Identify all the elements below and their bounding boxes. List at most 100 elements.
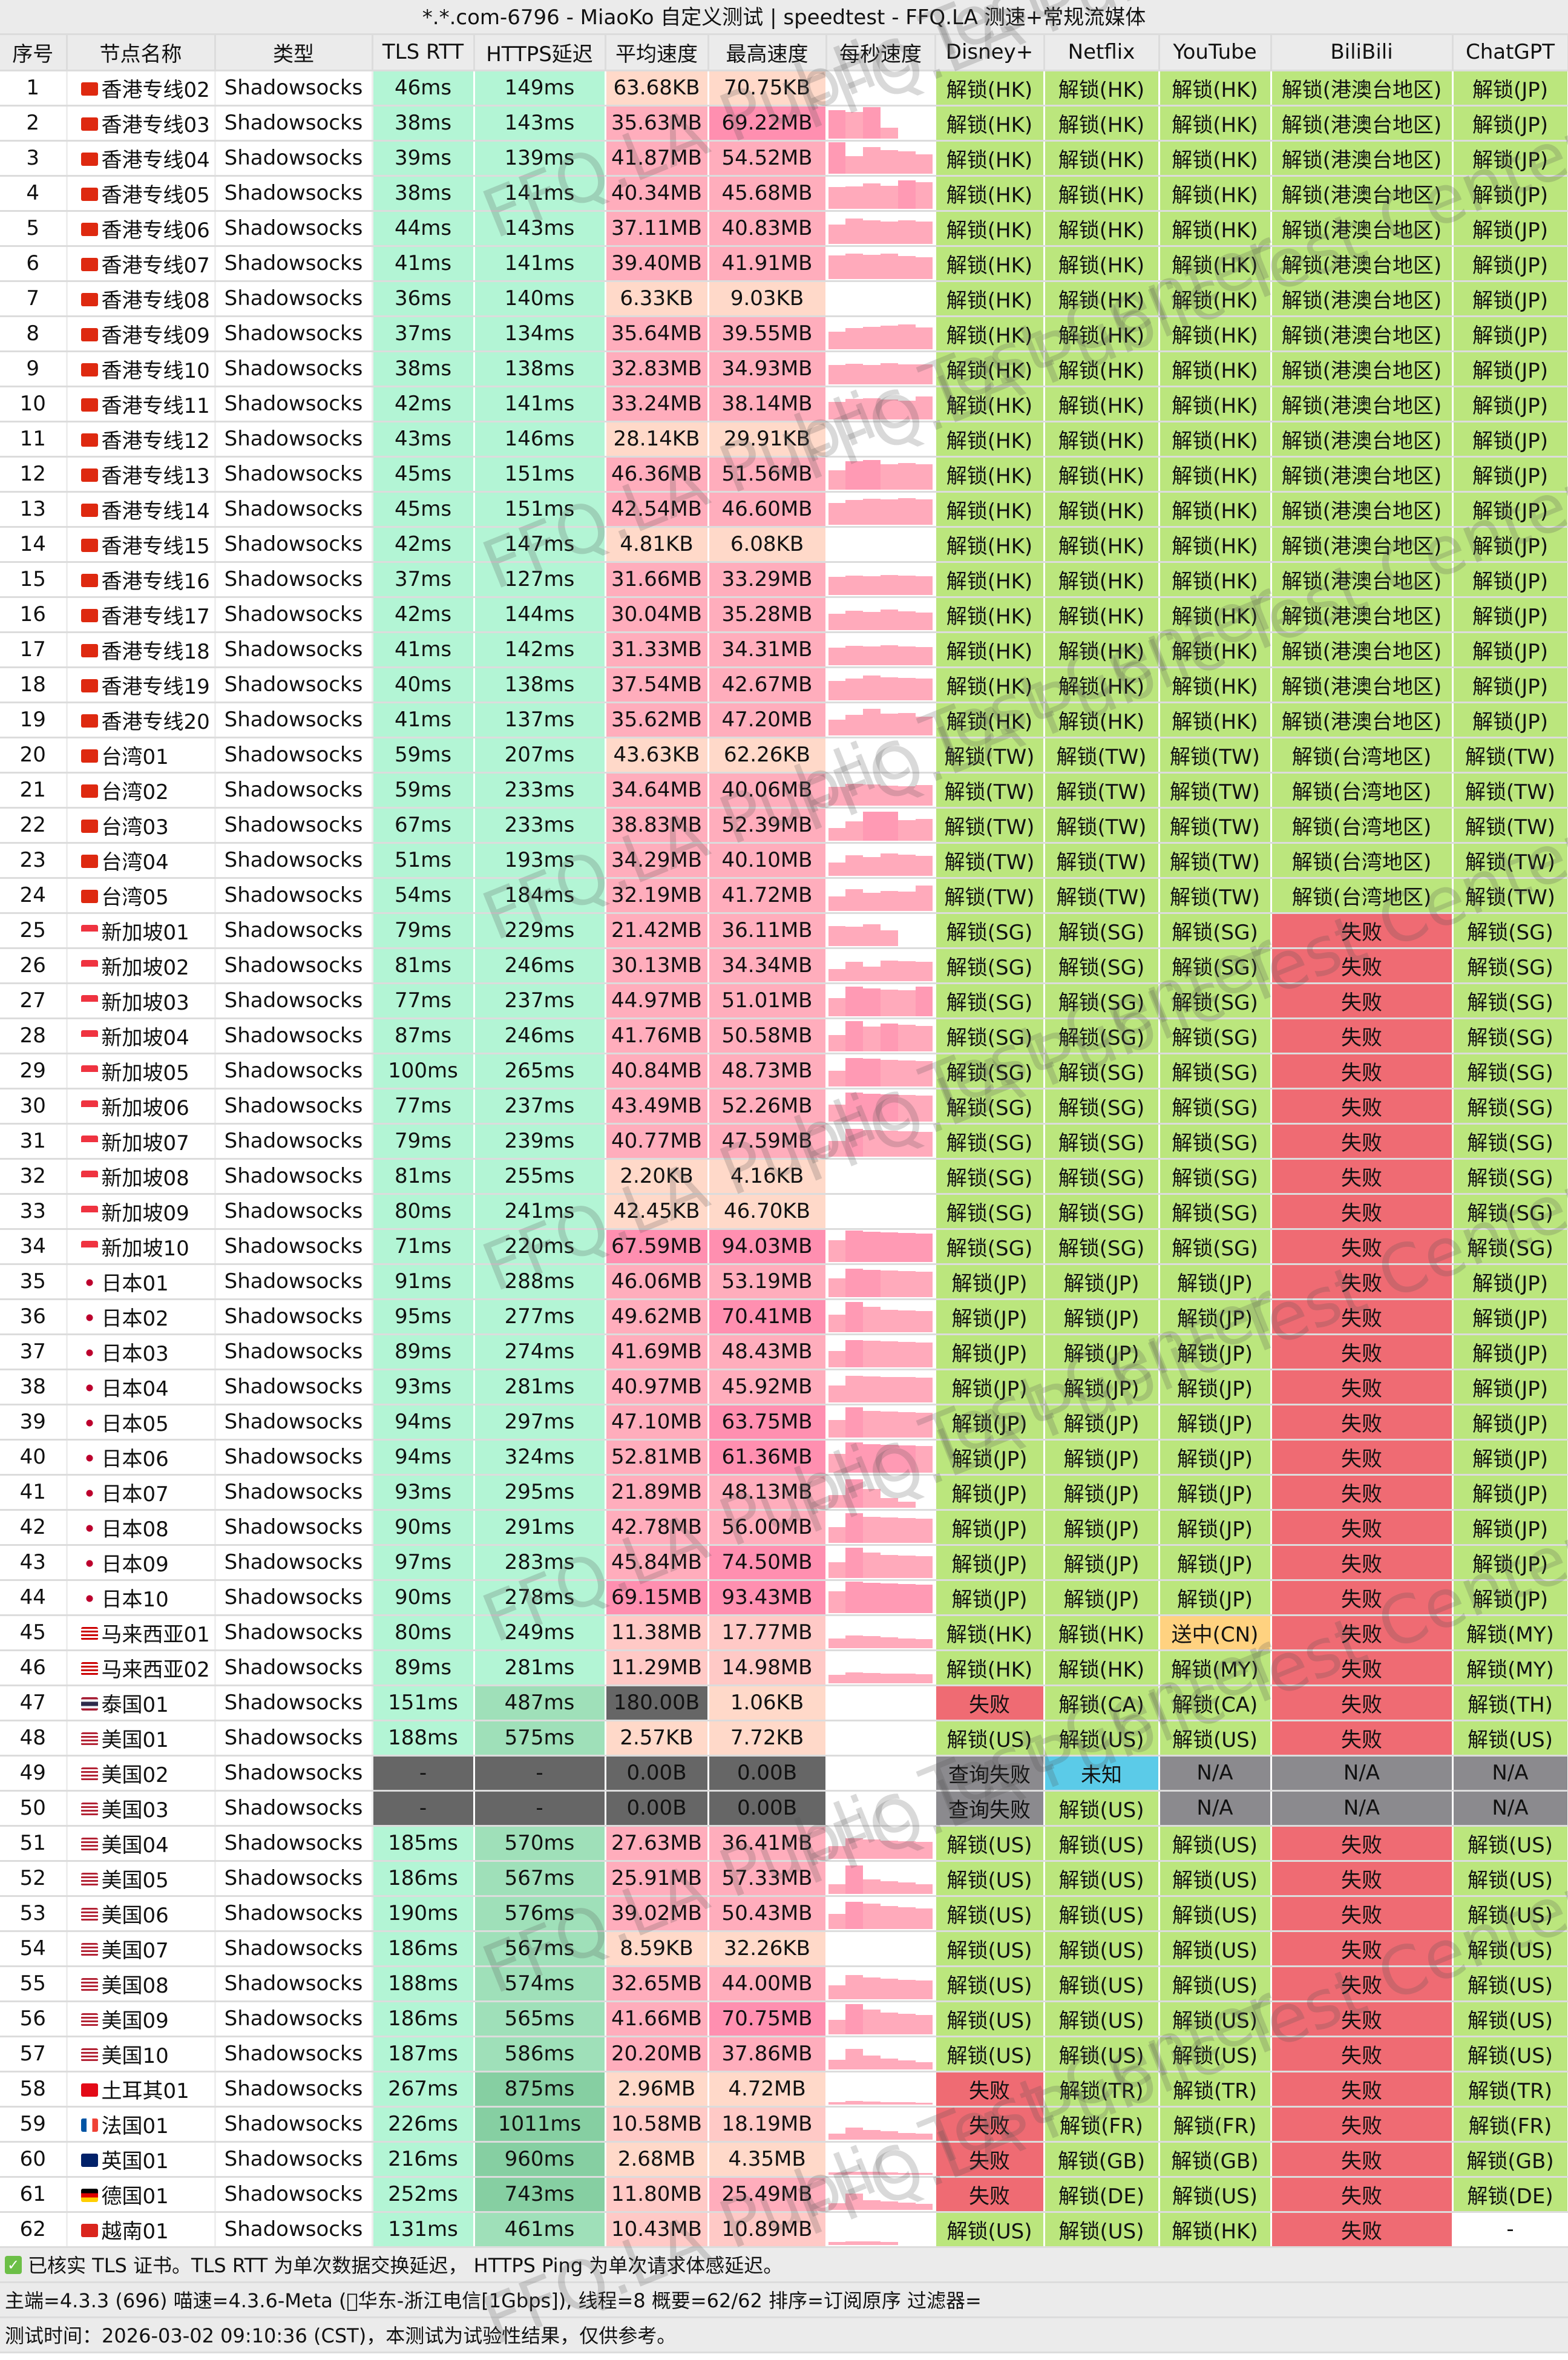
table-row[interactable]: 19 香港专线20 Shadowsocks 41ms 137ms 35.62MB 47.20… xyxy=(0,702,1568,738)
col-header-netflix[interactable]: Netflix xyxy=(1044,35,1160,71)
table-row[interactable]: 46 马来西亚02 Shadowsocks 89ms 281ms 11.29MB 14.98… xyxy=(0,1650,1568,1686)
gpt-unlock-status: 解锁(JP) xyxy=(1452,1439,1568,1476)
table-row[interactable]: 26 新加坡02 Shadowsocks 81ms 246ms 30.13MB 34.34M… xyxy=(0,948,1568,984)
col-header-https-latency[interactable]: HTTPS延迟 xyxy=(474,35,606,71)
youtube-unlock-status: 解锁(GB) xyxy=(1159,2141,1272,2178)
table-row[interactable]: 58 土耳其01 Shadowsocks 267ms 875ms 2.96MB 4.72MB… xyxy=(0,2071,1568,2108)
table-row[interactable]: 2 香港专线03 Shadowsocks 38ms 143ms 35.63MB 69.22M… xyxy=(0,105,1568,142)
flag-sg-icon xyxy=(80,995,98,1008)
table-row[interactable]: 5 香港专线06 Shadowsocks 44ms 143ms 37.11MB 40.83M… xyxy=(0,211,1568,247)
col-header-youtube[interactable]: YouTube xyxy=(1159,35,1272,71)
speed-bar xyxy=(880,812,898,841)
table-row[interactable]: 22 台湾03 Shadowsocks 67ms 233ms 38.83MB 52.39MB… xyxy=(0,807,1568,844)
table-row[interactable]: 32 新加坡08 Shadowsocks 81ms 255ms 2.20KB 4.16KB 解… xyxy=(0,1159,1568,1195)
table-row[interactable]: 53 美国06 Shadowsocks 190ms 576ms 39.02MB 50.43M… xyxy=(0,1896,1568,1932)
table-row[interactable]: 62 越南01 Shadowsocks 131ms 461ms 10.43MB 10.89M… xyxy=(0,2212,1568,2248)
col-header-max-speed[interactable]: 最高速度 xyxy=(708,35,827,71)
table-row[interactable]: 57 美国10 Shadowsocks 187ms 586ms 20.20MB 37.86M… xyxy=(0,2036,1568,2072)
bili-unlock-status: 解锁(港澳台地区) xyxy=(1271,527,1454,563)
per-second-speed-chart xyxy=(826,1123,936,1160)
table-row[interactable]: 43 日本09 Shadowsocks 97ms 283ms 45.84MB 74.50MB… xyxy=(0,1545,1568,1581)
table-row[interactable]: 34 新加坡10 Shadowsocks 71ms 220ms 67.59MB 94.03M… xyxy=(0,1229,1568,1265)
table-row[interactable]: 55 美国08 Shadowsocks 188ms 574ms 32.65MB 44.00M… xyxy=(0,1966,1568,2002)
col-header-avg-speed[interactable]: 平均速度 xyxy=(605,35,709,71)
table-row[interactable]: 61 德国01 Shadowsocks 252ms 743ms 11.80MB 25.49M… xyxy=(0,2177,1568,2213)
table-row[interactable]: 1 香港专线02 Shadowsocks 46ms 149ms 63.68KB 70.75K… xyxy=(0,70,1568,107)
table-row[interactable]: 7 香港专线08 Shadowsocks 36ms 140ms 6.33KB 9.03KB 解… xyxy=(0,281,1568,317)
row-index: 22 xyxy=(0,807,68,844)
table-row[interactable]: 29 新加坡05 Shadowsocks 100ms 265ms 40.84MB 48.73… xyxy=(0,1053,1568,1090)
speed-bar xyxy=(845,889,864,911)
flag-us-icon xyxy=(80,1767,98,1781)
https-latency: 147ms xyxy=(474,527,606,563)
table-row[interactable]: 12 香港专线13 Shadowsocks 45ms 151ms 46.36MB 51.56… xyxy=(0,456,1568,493)
table-row[interactable]: 44 日本10 Shadowsocks 90ms 278ms 69.15MB 93.43MB… xyxy=(0,1580,1568,1616)
speed-bar xyxy=(828,1914,846,1929)
table-row[interactable]: 59 法国01 Shadowsocks 226ms 1011ms 10.58MB 18.19… xyxy=(0,2106,1568,2143)
table-row[interactable]: 23 台湾04 Shadowsocks 51ms 193ms 34.29MB 40.10MB… xyxy=(0,843,1568,879)
max-speed: 70.41MB xyxy=(708,1299,827,1335)
col-header-bilibili[interactable]: BiliBili xyxy=(1271,35,1454,71)
table-row[interactable]: 36 日本02 Shadowsocks 95ms 277ms 49.62MB 70.41MB… xyxy=(0,1299,1568,1335)
table-row[interactable]: 8 香港专线09 Shadowsocks 37ms 134ms 35.64MB 39.55M… xyxy=(0,316,1568,352)
table-row[interactable]: 42 日本08 Shadowsocks 90ms 291ms 42.78MB 56.00MB… xyxy=(0,1510,1568,1546)
table-row[interactable]: 45 马来西亚01 Shadowsocks 80ms 249ms 11.38MB 17.77… xyxy=(0,1615,1568,1651)
table-row[interactable]: 3 香港专线04 Shadowsocks 39ms 139ms 41.87MB 54.52M… xyxy=(0,140,1568,177)
table-row[interactable]: 60 英国01 Shadowsocks 216ms 960ms 2.68MB 4.35MB 失… xyxy=(0,2141,1568,2178)
table-row[interactable]: 37 日本03 Shadowsocks 89ms 274ms 41.69MB 48.43MB… xyxy=(0,1334,1568,1370)
per-second-speed-chart xyxy=(826,702,936,738)
table-row[interactable]: 56 美国09 Shadowsocks 186ms 565ms 41.66MB 70.75M… xyxy=(0,2001,1568,2037)
table-row[interactable]: 16 香港专线17 Shadowsocks 42ms 144ms 30.04MB 35.28… xyxy=(0,597,1568,633)
table-row[interactable]: 24 台湾05 Shadowsocks 54ms 184ms 32.19MB 41.72MB… xyxy=(0,878,1568,914)
table-row[interactable]: 51 美国04 Shadowsocks 185ms 570ms 27.63MB 36.41M… xyxy=(0,1826,1568,1862)
table-row[interactable]: 47 泰国01 Shadowsocks 151ms 487ms 180.00B 1.06KB… xyxy=(0,1685,1568,1721)
table-row[interactable]: 39 日本05 Shadowsocks 94ms 297ms 47.10MB 63.75MB… xyxy=(0,1404,1568,1441)
table-row[interactable]: 30 新加坡06 Shadowsocks 77ms 237ms 43.49MB 52.26M… xyxy=(0,1088,1568,1125)
node-name-cell: 美国09 xyxy=(67,2001,216,2037)
tls-rtt: 42ms xyxy=(372,597,475,633)
table-row[interactable]: 50 美国03 Shadowsocks - -0.00B 0.00B 查询失败 解锁(US) N… xyxy=(0,1790,1568,1827)
table-row[interactable]: 6 香港专线07 Shadowsocks 41ms 141ms 39.40MB 41.91M… xyxy=(0,246,1568,282)
col-header-node-name[interactable]: 节点名称 xyxy=(67,35,216,71)
table-row[interactable]: 21 台湾02 Shadowsocks 59ms 233ms 34.64MB 40.06MB… xyxy=(0,772,1568,809)
flag-us-icon xyxy=(80,2013,98,2026)
table-row[interactable]: 14 香港专线15 Shadowsocks 42ms 147ms 4.81KB 6.08KB… xyxy=(0,527,1568,563)
table-row[interactable]: 48 美国01 Shadowsocks 188ms 575ms 2.57KB 7.72KB 解… xyxy=(0,1720,1568,1757)
col-header-chatgpt[interactable]: ChatGPT xyxy=(1452,35,1568,71)
col-header-index[interactable]: 序号 xyxy=(0,35,68,71)
table-row[interactable]: 35 日本01 Shadowsocks 91ms 288ms 46.06MB 53.19MB… xyxy=(0,1264,1568,1300)
max-speed: 17.77MB xyxy=(708,1615,827,1651)
node-name-cell: 新加坡03 xyxy=(67,983,216,1019)
speed-bar xyxy=(897,1445,916,1473)
table-row[interactable]: 54 美国07 Shadowsocks 186ms 567ms 8.59KB 32.26KB… xyxy=(0,1931,1568,1967)
table-row[interactable]: 10 香港专线11 Shadowsocks 42ms 141ms 33.24MB 38.14… xyxy=(0,386,1568,422)
table-row[interactable]: 9 香港专线10 Shadowsocks 38ms 138ms 32.83MB 34.93M… xyxy=(0,351,1568,387)
gpt-unlock-status: 解锁(SG) xyxy=(1452,1229,1568,1265)
table-row[interactable]: 49 美国02 Shadowsocks - -0.00B 0.00B 查询失败 未知 N/A N/… xyxy=(0,1755,1568,1792)
table-row[interactable]: 52 美国05 Shadowsocks 186ms 567ms 25.91MB 57.33M… xyxy=(0,1861,1568,1897)
table-row[interactable]: 38 日本04 Shadowsocks 93ms 281ms 40.97MB 45.92MB… xyxy=(0,1369,1568,1405)
col-header-disney[interactable]: Disney+ xyxy=(935,35,1045,71)
table-row[interactable]: 11 香港专线12 Shadowsocks 43ms 146ms 28.14KB 29.91… xyxy=(0,421,1568,458)
table-row[interactable]: 33 新加坡09 Shadowsocks 80ms 241ms 42.45KB 46.70K… xyxy=(0,1194,1568,1230)
table-row[interactable]: 20 台湾01 Shadowsocks 59ms 207ms 43.63KB 62.26KB… xyxy=(0,737,1568,774)
max-speed: 45.68MB xyxy=(708,176,827,212)
table-row[interactable]: 41 日本07 Shadowsocks 93ms 295ms 21.89MB 48.13MB… xyxy=(0,1474,1568,1511)
table-row[interactable]: 31 新加坡07 Shadowsocks 79ms 239ms 40.77MB 47.59M… xyxy=(0,1123,1568,1160)
node-name: 美国03 xyxy=(101,1798,169,1823)
node-type: Shadowsocks xyxy=(215,1229,373,1265)
table-row[interactable]: 4 香港专线05 Shadowsocks 38ms 141ms 40.34MB 45.68M… xyxy=(0,176,1568,212)
table-row[interactable]: 27 新加坡03 Shadowsocks 77ms 237ms 44.97MB 51.01M… xyxy=(0,983,1568,1019)
table-row[interactable]: 13 香港专线14 Shadowsocks 45ms 151ms 42.54MB 46.60… xyxy=(0,491,1568,528)
avg-speed: 41.87MB xyxy=(605,140,709,177)
col-header-type[interactable]: 类型 xyxy=(215,35,373,71)
table-row[interactable]: 25 新加坡01 Shadowsocks 79ms 229ms 21.42MB 36.11M… xyxy=(0,913,1568,949)
netflix-unlock-status: 未知 xyxy=(1044,1755,1160,1792)
table-row[interactable]: 15 香港专线16 Shadowsocks 37ms 127ms 31.66MB 33.29… xyxy=(0,562,1568,598)
col-header-per-second-speed[interactable]: 每秒速度 xyxy=(826,35,936,71)
table-row[interactable]: 17 香港专线18 Shadowsocks 41ms 142ms 31.33MB 34.31… xyxy=(0,632,1568,668)
table-row[interactable]: 28 新加坡04 Shadowsocks 87ms 246ms 41.76MB 50.58M… xyxy=(0,1018,1568,1054)
col-header-tls-rtt[interactable]: TLS RTT xyxy=(372,35,475,71)
table-row[interactable]: 40 日本06 Shadowsocks 94ms 324ms 52.81MB 61.36MB… xyxy=(0,1439,1568,1476)
table-row[interactable]: 18 香港专线19 Shadowsocks 40ms 138ms 37.54MB 42.67… xyxy=(0,667,1568,703)
